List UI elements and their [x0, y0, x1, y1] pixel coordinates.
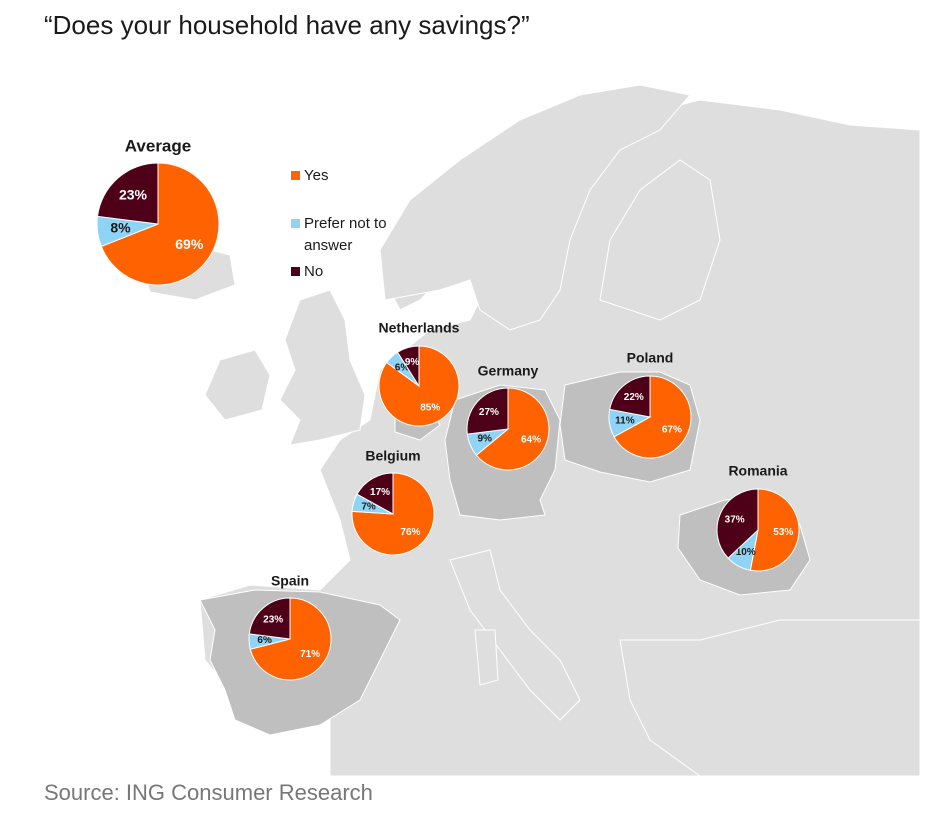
slice-germany-yes: [475, 387, 550, 471]
slice-label-netherlands-no: 9%: [405, 357, 420, 368]
source-note: Source: ING Consumer Research: [44, 780, 373, 805]
slice-romania-yes: [749, 488, 800, 572]
chart-title: “Does your household have any savings?”: [44, 10, 530, 40]
pie-germany: 64% 9% 27% Germany: [466, 363, 550, 471]
slice-label-netherlands-prefer: 6%: [395, 363, 410, 374]
legend-swatch-yes: [291, 171, 300, 180]
slice-label-romania-prefer: 10%: [736, 547, 756, 558]
slice-spain-no: [248, 597, 291, 640]
slice-label-germany-yes: 64%: [521, 434, 541, 445]
slice-label-poland-no: 22%: [624, 392, 644, 403]
pie-charts: 69%8%23%Average85%6%9%Netherlands64%9%27…: [96, 136, 800, 681]
pie-netherlands: 85% 6%9% Netherlands: [378, 320, 460, 427]
pie-romania: 53% 10% 37% Romania: [716, 463, 800, 572]
pie-title-poland: Poland: [627, 350, 674, 366]
legend: Yes Prefer not to answer No: [291, 167, 387, 280]
legend-label-no: No: [304, 263, 323, 280]
slice-poland-no: [609, 375, 651, 418]
slice-label-average-prefer: 8%: [110, 219, 131, 235]
legend-swatch-no: [291, 267, 300, 276]
slice-average-no: [96, 162, 159, 225]
slice-label-poland-prefer: 11%: [615, 416, 635, 427]
slice-label-average-no: 23%: [119, 186, 148, 202]
slice-label-belgium-yes: 76%: [400, 527, 420, 538]
land-ireland: [204, 349, 271, 421]
slice-poland-yes: [613, 375, 692, 459]
pie-title-spain: Spain: [271, 573, 309, 589]
slice-label-spain-prefer: 6%: [257, 635, 272, 646]
legend-label-prefer: Prefer not to answer: [304, 215, 387, 254]
land-scandinavia: [379, 84, 691, 331]
land-finland: [599, 159, 721, 321]
slice-germany-no: [466, 387, 509, 435]
slice-label-germany-prefer: 9%: [477, 434, 492, 445]
pie-spain: 71% 6% 23% Spain: [248, 573, 332, 681]
pie-title-netherlands: Netherlands: [379, 320, 460, 336]
pie-poland: 67% 11% 22% Poland: [608, 350, 692, 459]
slice-spain-yes: [249, 597, 332, 681]
slice-label-germany-no: 27%: [479, 407, 499, 418]
land-uk: [279, 289, 366, 446]
slice-average-yes: [100, 162, 220, 286]
slice-belgium-no: [356, 472, 394, 515]
pie-title-germany: Germany: [478, 363, 539, 379]
pie-title-average: Average: [125, 136, 191, 155]
slice-label-average-yes: 69%: [175, 236, 204, 252]
legend-label-yes: Yes: [304, 167, 328, 184]
slice-label-romania-yes: 53%: [773, 527, 793, 538]
pie-title-romania: Romania: [728, 463, 787, 479]
slice-label-netherlands-yes: 85%: [420, 403, 440, 414]
legend-swatch-prefer: [291, 219, 300, 228]
pie-belgium: 76% 7% 17% Belgium: [351, 448, 435, 556]
slice-label-belgium-prefer: 7%: [361, 502, 376, 513]
pie-average: 69% 8% 23% Average: [96, 136, 220, 286]
slice-netherlands-no: [396, 345, 420, 388]
slice-label-spain-yes: 71%: [300, 649, 320, 660]
land-sardinia: [474, 629, 499, 686]
pie-title-belgium: Belgium: [365, 448, 420, 464]
land-balkans: [619, 619, 921, 777]
slice-label-poland-yes: 67%: [662, 425, 682, 436]
slice-romania-no: [716, 488, 759, 559]
slice-label-spain-no: 23%: [263, 615, 283, 626]
slice-label-romania-no: 37%: [725, 515, 745, 526]
slice-label-belgium-no: 17%: [370, 487, 390, 498]
